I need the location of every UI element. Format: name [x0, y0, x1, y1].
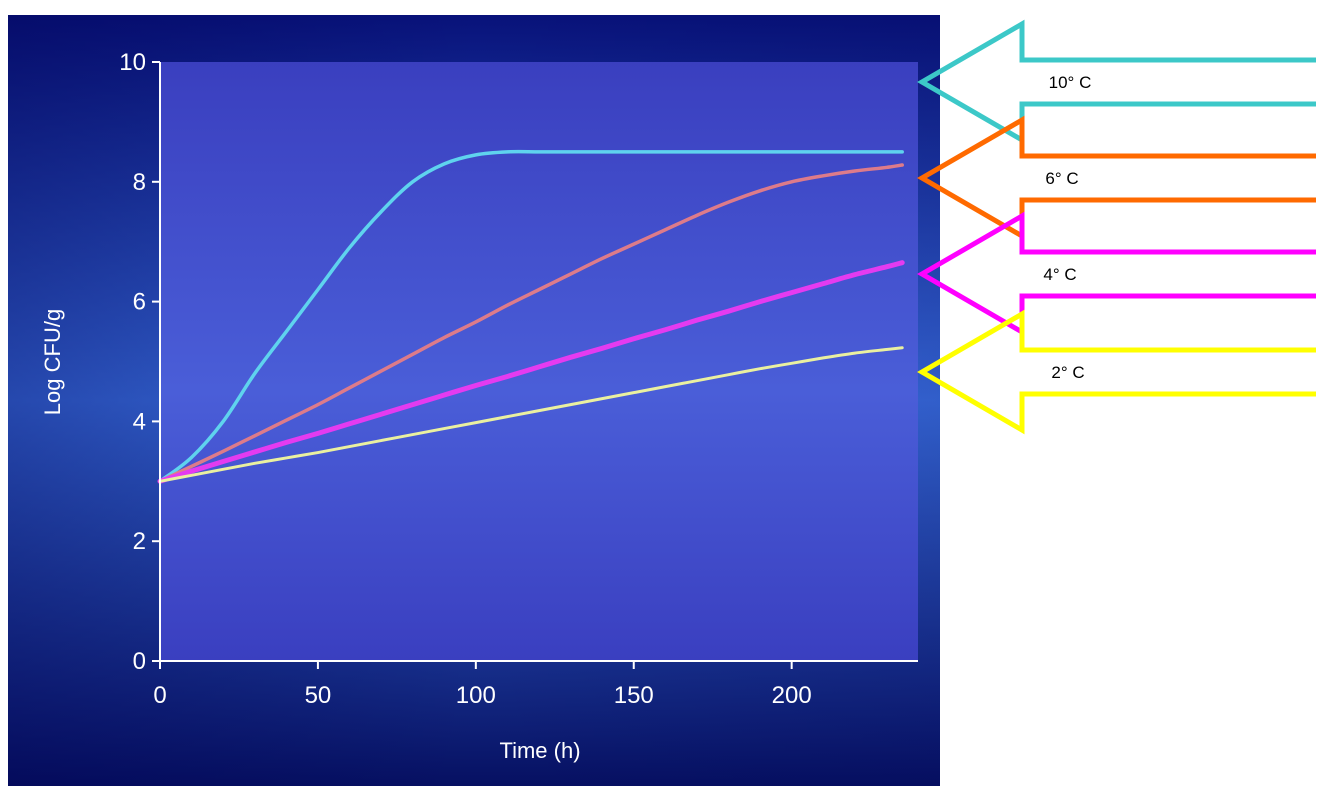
legend-arrows: 10° C 6° C 4° C 2° C: [917, 19, 1316, 435]
y-tick-label: 2: [133, 528, 146, 555]
x-axis-label: Time (h): [499, 738, 580, 763]
series-line-4-c: [157, 260, 905, 484]
x-tick-label: 150: [614, 682, 654, 709]
arrow-label-2-c: 2° C: [1051, 363, 1084, 382]
arrow-label-6-c: 6° C: [1045, 169, 1078, 188]
x-tick-label: 200: [772, 682, 812, 709]
y-tick-label: 10: [119, 49, 146, 76]
series-line-2-c: [158, 346, 904, 483]
series-layer: [157, 149, 905, 484]
x-tick-label: 50: [305, 682, 332, 709]
arrow-2-c: [917, 309, 1316, 435]
arrow-label-4-c: 4° C: [1043, 265, 1076, 284]
y-axis-label: Log CFU/g: [40, 309, 65, 415]
y-tick-label: 0: [133, 648, 146, 675]
x-tick-label: 100: [456, 682, 496, 709]
arrow-10-c: [917, 19, 1316, 145]
y-tick-label: 6: [133, 289, 146, 316]
x-tick-label: 0: [153, 682, 166, 709]
arrow-6-c: [917, 115, 1316, 241]
y-tick-label: 4: [133, 408, 146, 435]
arrow-4-c: [917, 211, 1316, 337]
plot-area: [160, 62, 918, 660]
y-tick-label: 8: [133, 169, 146, 196]
arrow-label-10-c: 10° C: [1049, 73, 1092, 92]
series-line-6-c: [158, 163, 904, 484]
series-line-10-c: [158, 149, 904, 484]
